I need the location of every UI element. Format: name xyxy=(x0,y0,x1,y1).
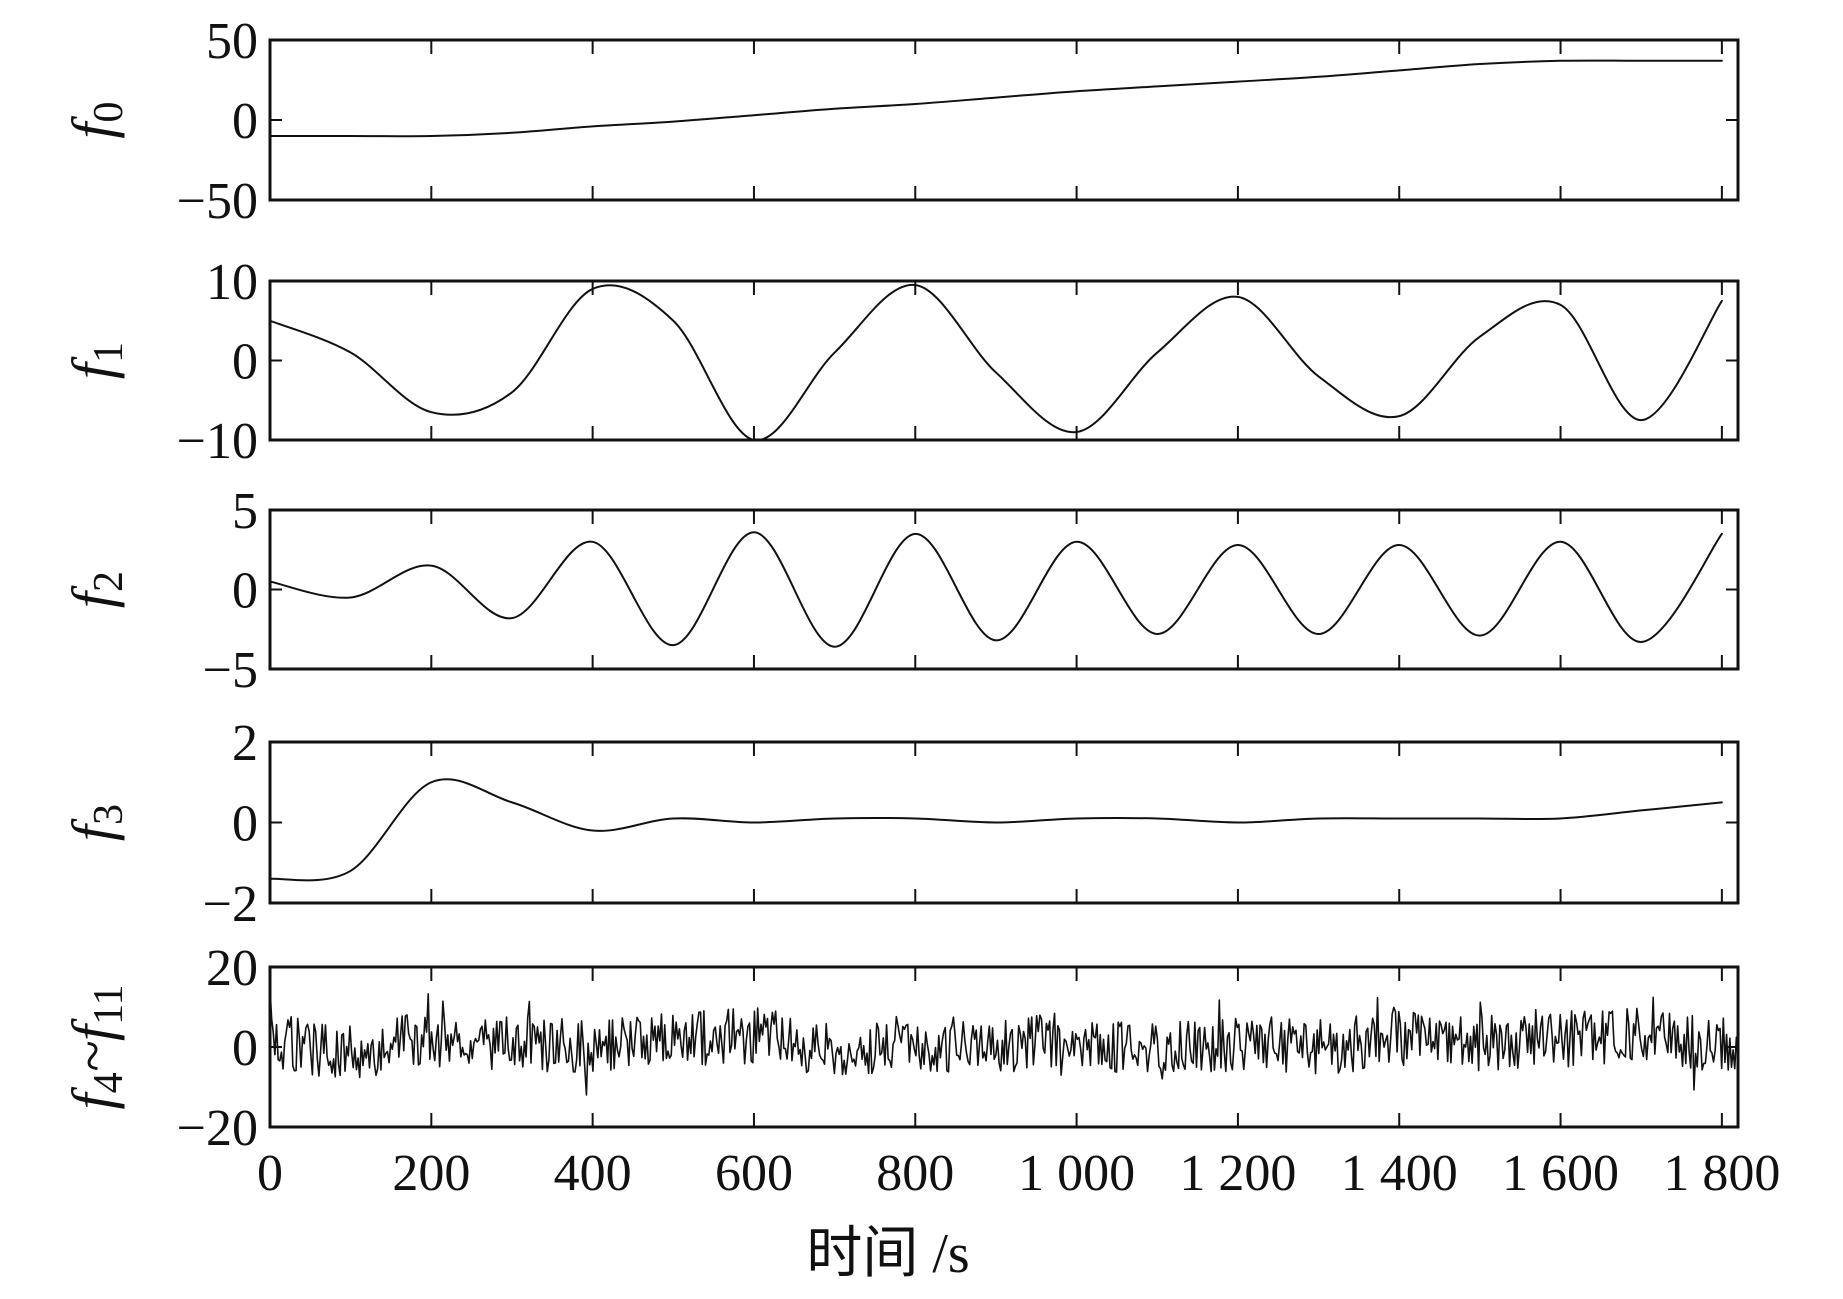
panel-1-y-label: f1 xyxy=(60,342,132,379)
panel-4-y-tick-label-2: 20 xyxy=(206,940,258,997)
panel-4-y-label-sub-2: 11 xyxy=(86,984,132,1024)
x-tick-label-9: 1 800 xyxy=(1663,1145,1780,1202)
x-tick-label-3: 600 xyxy=(715,1145,793,1202)
panel-3-y-tick-label-0: −2 xyxy=(203,876,258,933)
panel-2-y-tick-label-2: 5 xyxy=(232,483,258,540)
panel-2-series-line xyxy=(269,531,1723,648)
panel-3-y-tick-label-2: 2 xyxy=(232,715,258,772)
panel-0-frame xyxy=(268,38,1740,202)
panel-0-y-tick-label-2: 50 xyxy=(206,13,258,70)
panel-4-series-line xyxy=(269,986,1739,1096)
x-tick-label-0: 0 xyxy=(257,1145,283,1202)
panel-2-y-label-sub: 2 xyxy=(86,571,132,592)
panel-1-frame xyxy=(268,279,1740,442)
panel-0-y-tick-label-0: −50 xyxy=(177,173,258,230)
panel-0-series-line xyxy=(269,59,1723,138)
panel-0-y-label: f0 xyxy=(60,101,132,138)
panel-2-y-tick-label-1: 0 xyxy=(232,563,258,620)
panel-2-y-label: f2 xyxy=(60,571,132,608)
panel-1-y-tick-label-2: 10 xyxy=(206,254,258,311)
x-tick-label-2: 400 xyxy=(554,1145,632,1202)
panel-2-frame xyxy=(268,508,1740,671)
panel-3-y-label: f3 xyxy=(60,804,132,841)
panel-1-y-tick-label-1: 0 xyxy=(232,334,258,391)
panel-1: −10 0 10 f1 xyxy=(60,254,1740,470)
panel-4-y-label-sub: 4 xyxy=(86,1072,132,1093)
panel-3-series-line xyxy=(269,778,1723,882)
panel-1-series-line xyxy=(269,283,1723,442)
panel-1-y-tick-label-0: −10 xyxy=(177,413,258,470)
x-tick-label-4: 800 xyxy=(876,1145,954,1202)
panel-4-y-tick-label-0: −20 xyxy=(177,1100,258,1157)
panel-2-y-tick-label-0: −5 xyxy=(203,642,258,699)
panel-0: −50 0 50 f0 xyxy=(60,13,1740,230)
panel-4-y-label-sep: ~ xyxy=(60,1041,125,1072)
panel-2: −5 0 5 f2 xyxy=(60,483,1740,699)
x-tick-label-6: 1 200 xyxy=(1179,1145,1296,1202)
panel-4-y-label: f4~f11 xyxy=(60,984,132,1109)
x-tick-label-8: 1 600 xyxy=(1502,1145,1619,1202)
panel-3-y-tick-label-1: 0 xyxy=(232,796,258,853)
x-tick-label-5: 1 000 xyxy=(1018,1145,1135,1202)
x-tick-label-1: 200 xyxy=(392,1145,470,1202)
panel-3: −2 0 2 f3 xyxy=(60,715,1740,933)
panel-3-y-label-sub: 3 xyxy=(86,804,132,825)
x-tick-label-7: 1 400 xyxy=(1341,1145,1458,1202)
panel-4-y-tick-label-1: 0 xyxy=(232,1020,258,1077)
panel-0-y-tick-label-1: 0 xyxy=(232,93,258,150)
panel-1-y-label-sub: 1 xyxy=(86,342,132,363)
x-axis-label: 时间 /s xyxy=(806,1223,969,1285)
panel-0-y-label-sub: 0 xyxy=(86,101,132,122)
x-axis: 0 200 400 600 800 1 000 1 200 1 400 1 600 1 800 xyxy=(257,1145,1780,1202)
panel-4: −20 0 20 f4~f11 xyxy=(60,940,1740,1157)
